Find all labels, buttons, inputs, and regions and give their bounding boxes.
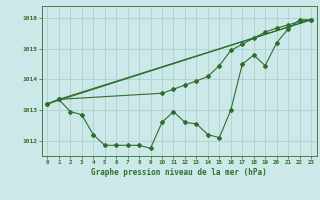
- X-axis label: Graphe pression niveau de la mer (hPa): Graphe pression niveau de la mer (hPa): [91, 168, 267, 177]
